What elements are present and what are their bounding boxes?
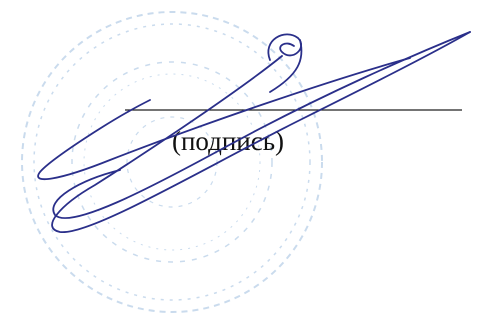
signature (38, 32, 470, 232)
page: (подпись) (() => { const data = JSON.par… (0, 0, 479, 314)
document: (подпись) (0, 0, 479, 314)
stamp (22, 12, 322, 312)
